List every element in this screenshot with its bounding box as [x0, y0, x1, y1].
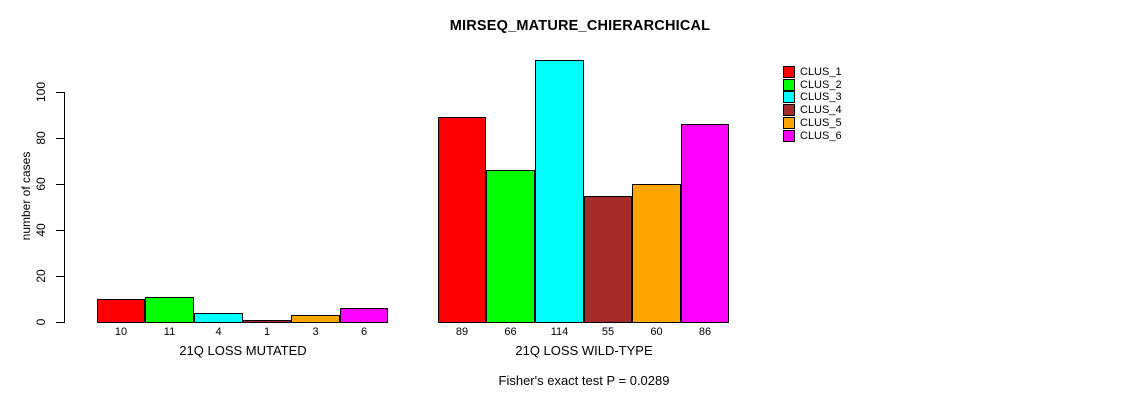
legend-swatch	[783, 104, 795, 116]
bar-value-label: 1	[263, 326, 271, 338]
legend-label: CLUS_3	[800, 91, 842, 103]
bar-group1-clus_1	[97, 299, 145, 323]
bar-group2-clus_2	[486, 170, 535, 323]
legend-label: CLUS_6	[800, 130, 842, 142]
legend-label: CLUS_2	[800, 79, 842, 91]
y-axis-tick	[56, 138, 64, 139]
bar-group1-clus_2	[145, 297, 194, 323]
group-label-2: 21Q LOSS WILD-TYPE	[515, 343, 653, 358]
legend-swatch	[783, 117, 795, 129]
legend-label: CLUS_5	[800, 117, 842, 129]
bar-value-label: 3	[312, 326, 319, 338]
legend-label: CLUS_4	[800, 104, 842, 116]
bar-value-label: 55	[601, 326, 615, 338]
legend-swatch	[783, 79, 795, 91]
bar-value-label: 89	[455, 326, 469, 338]
bar-value-label: 11	[163, 326, 176, 338]
legend-item: CLUS_1	[783, 66, 842, 78]
bar-value-label: 10	[114, 326, 128, 338]
bar-value-label: 6	[360, 326, 368, 338]
bar-group1-clus_3	[194, 313, 243, 323]
bar-value-label: 114	[550, 326, 569, 338]
bar-group2-clus_1	[438, 117, 486, 323]
bar-value-label: 60	[650, 326, 663, 338]
bar-group2-clus_5	[632, 184, 681, 323]
y-axis-tick	[56, 92, 64, 93]
bar-group2-clus_3	[535, 60, 584, 323]
legend-swatch	[783, 91, 795, 103]
y-axis-tick	[56, 276, 64, 277]
bar-value-label: 86	[698, 326, 712, 338]
legend-swatch	[783, 130, 795, 142]
legend-label: CLUS_1	[800, 66, 842, 78]
legend-item: CLUS_4	[783, 104, 842, 116]
bar-value-label: 4	[215, 326, 222, 338]
bar-group1-clus_6	[340, 308, 388, 323]
y-axis-tick	[56, 322, 64, 323]
legend-item: CLUS_2	[783, 79, 842, 91]
legend-item: CLUS_3	[783, 91, 842, 103]
y-axis-tick	[56, 184, 64, 185]
bar-group1-clus_4	[243, 320, 291, 323]
bar-group2-clus_6	[681, 124, 729, 323]
legend-item: CLUS_5	[783, 117, 842, 129]
legend-swatch	[783, 66, 795, 78]
bar-group2-clus_4	[584, 196, 632, 323]
bar-group1-clus_5	[291, 315, 340, 323]
fisher-test-annotation: Fisher's exact test P = 0.0289	[498, 373, 670, 388]
group-label-1: 21Q LOSS MUTATED	[179, 343, 307, 358]
legend-item: CLUS_6	[783, 130, 842, 142]
chart-title: MIRSEQ_MATURE_CHIERARCHICAL	[449, 18, 711, 34]
bar-value-label: 66	[504, 326, 517, 338]
y-axis-tick	[56, 230, 64, 231]
y-axis-line	[64, 92, 65, 323]
